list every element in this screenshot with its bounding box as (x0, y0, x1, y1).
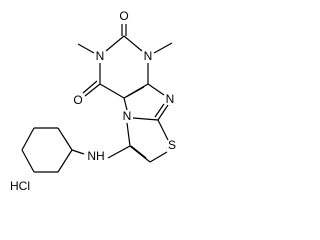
atom-label: O (119, 9, 128, 23)
atom-label: N (123, 109, 132, 123)
salt-label: HCl (10, 179, 30, 193)
bonds (21, 24, 173, 173)
atom-label: S (168, 138, 176, 152)
atom-label: N (166, 92, 175, 106)
atom-label: N (96, 49, 105, 63)
molecule-diagram: O N N O N N S NH HCl (10, 9, 176, 193)
atom-label: O (73, 93, 82, 107)
atom-label: NH (87, 149, 104, 163)
atom-label: N (144, 49, 153, 63)
